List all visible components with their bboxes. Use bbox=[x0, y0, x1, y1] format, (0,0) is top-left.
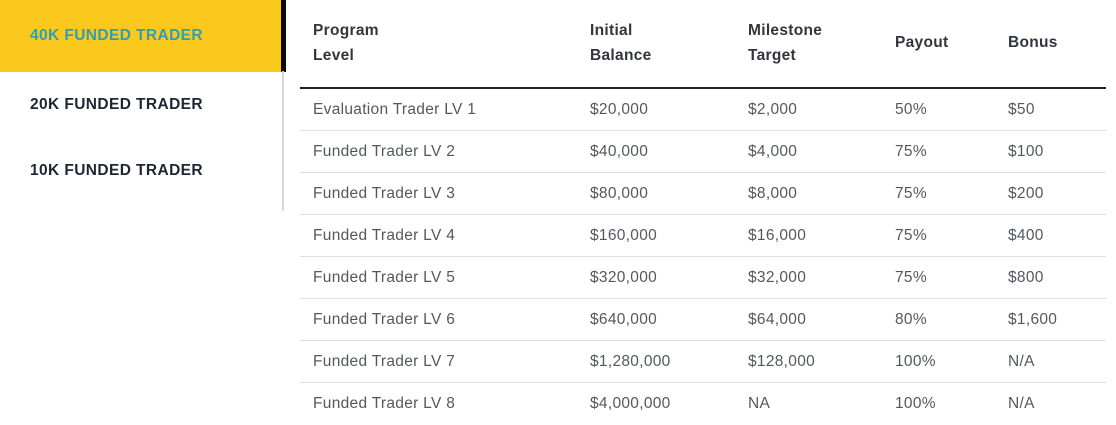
table-cell: 80% bbox=[882, 298, 995, 341]
table-row: Funded Trader LV 4 $160,000 $16,000 75% $400 bbox=[300, 214, 1106, 257]
table-cell: N/A bbox=[995, 340, 1106, 383]
table-cell: $640,000 bbox=[577, 298, 735, 341]
column-header-milestone-target: Milestone Target bbox=[735, 0, 882, 89]
column-header-initial-balance: Initial Balance bbox=[577, 0, 735, 89]
table-cell: 75% bbox=[882, 256, 995, 299]
table-cell: $1,600 bbox=[995, 298, 1106, 341]
table-cell: Funded Trader LV 3 bbox=[300, 172, 577, 215]
table-cell: Funded Trader LV 6 bbox=[300, 298, 577, 341]
table-cell: 75% bbox=[882, 172, 995, 215]
table-row: Funded Trader LV 7 $1,280,000 $128,000 100%… bbox=[300, 340, 1106, 383]
tab-label: 10K FUNDED TRADER bbox=[30, 162, 204, 179]
program-levels-table: Program Level Initial Balance Milestone Ta… bbox=[300, 0, 1106, 424]
table-row: Funded Trader LV 2 $40,000 $4,000 75% $100 bbox=[300, 130, 1106, 173]
table-cell: $20,000 bbox=[577, 88, 735, 131]
table-cell: Funded Trader LV 5 bbox=[300, 256, 577, 299]
table-cell: Funded Trader LV 8 bbox=[313, 394, 456, 412]
column-header-label: Milestone Target bbox=[748, 21, 823, 64]
tab-label: 40K FUNDED TRADER bbox=[30, 27, 204, 44]
table-cell: Funded Trader LV 4 bbox=[300, 214, 577, 257]
table-cell: $32,000 bbox=[735, 256, 882, 299]
column-header-label: Initial Balance bbox=[590, 21, 652, 64]
column-header-payout: Payout bbox=[882, 0, 995, 89]
table-row: Funded Trader LV 8 $4,000,000 NA 100% N/A bbox=[300, 383, 1106, 425]
table-cell: $400 bbox=[995, 214, 1106, 257]
table-cell: 50% bbox=[882, 88, 995, 131]
table-cell: $16,000 bbox=[735, 214, 882, 257]
table-cell: 100% bbox=[895, 394, 936, 412]
table-cell: Funded Trader LV 2 bbox=[300, 130, 577, 173]
table-cell: N/A bbox=[1008, 394, 1035, 412]
table-cell: 75% bbox=[882, 130, 995, 173]
table-cell: $80,000 bbox=[577, 172, 735, 215]
table-row: Funded Trader LV 6 $640,000 $64,000 80% $1,6… bbox=[300, 298, 1106, 341]
active-tab-accent-bar bbox=[281, 0, 286, 72]
table-row: Funded Trader LV 3 $80,000 $8,000 75% $200 bbox=[300, 172, 1106, 215]
table-cell: $1,280,000 bbox=[577, 340, 735, 383]
table-cell: $2,000 bbox=[735, 88, 882, 131]
table-cell: $4,000 bbox=[735, 130, 882, 173]
table-cell: NA bbox=[748, 394, 771, 412]
tab-10k-funded-trader[interactable]: 10K FUNDED TRADER bbox=[0, 138, 281, 204]
program-tabs-sidebar: 40K FUNDED TRADER 20K FUNDED TRADER 10K FU… bbox=[0, 0, 281, 204]
table-row: Evaluation Trader LV 1 $20,000 $2,000 50% $5… bbox=[300, 88, 1106, 131]
table-cell: $4,000,000 bbox=[590, 394, 671, 412]
table-cell: 100% bbox=[882, 340, 995, 383]
table-cell: $64,000 bbox=[735, 298, 882, 341]
tab-label: 20K FUNDED TRADER bbox=[30, 96, 204, 113]
column-header-program-level: Program Level bbox=[300, 0, 577, 89]
column-header-label: Payout bbox=[895, 34, 949, 52]
table-cell: $40,000 bbox=[577, 130, 735, 173]
table-cell: Funded Trader LV 7 bbox=[300, 340, 577, 383]
tab-20k-funded-trader[interactable]: 20K FUNDED TRADER bbox=[0, 72, 281, 138]
column-header-label: Bonus bbox=[1008, 34, 1058, 52]
tab-40k-funded-trader[interactable]: 40K FUNDED TRADER bbox=[0, 0, 281, 72]
table-cell: 75% bbox=[882, 214, 995, 257]
table-row: Funded Trader LV 5 $320,000 $32,000 75% $800 bbox=[300, 256, 1106, 299]
table-cell: $160,000 bbox=[577, 214, 735, 257]
table-cell: $800 bbox=[995, 256, 1106, 299]
table-cell: $50 bbox=[995, 88, 1106, 131]
table-cell: $320,000 bbox=[577, 256, 735, 299]
table-cell: $8,000 bbox=[735, 172, 882, 215]
table-cell: Evaluation Trader LV 1 bbox=[300, 88, 577, 131]
table-header-row: Program Level Initial Balance Milestone Ta… bbox=[300, 0, 1106, 89]
column-header-label: Program Level bbox=[313, 21, 379, 64]
table-cell: $128,000 bbox=[735, 340, 882, 383]
table-cell: $200 bbox=[995, 172, 1106, 215]
column-header-bonus: Bonus bbox=[995, 0, 1106, 89]
sidebar-divider bbox=[282, 71, 284, 211]
table-cell: $100 bbox=[995, 130, 1106, 173]
